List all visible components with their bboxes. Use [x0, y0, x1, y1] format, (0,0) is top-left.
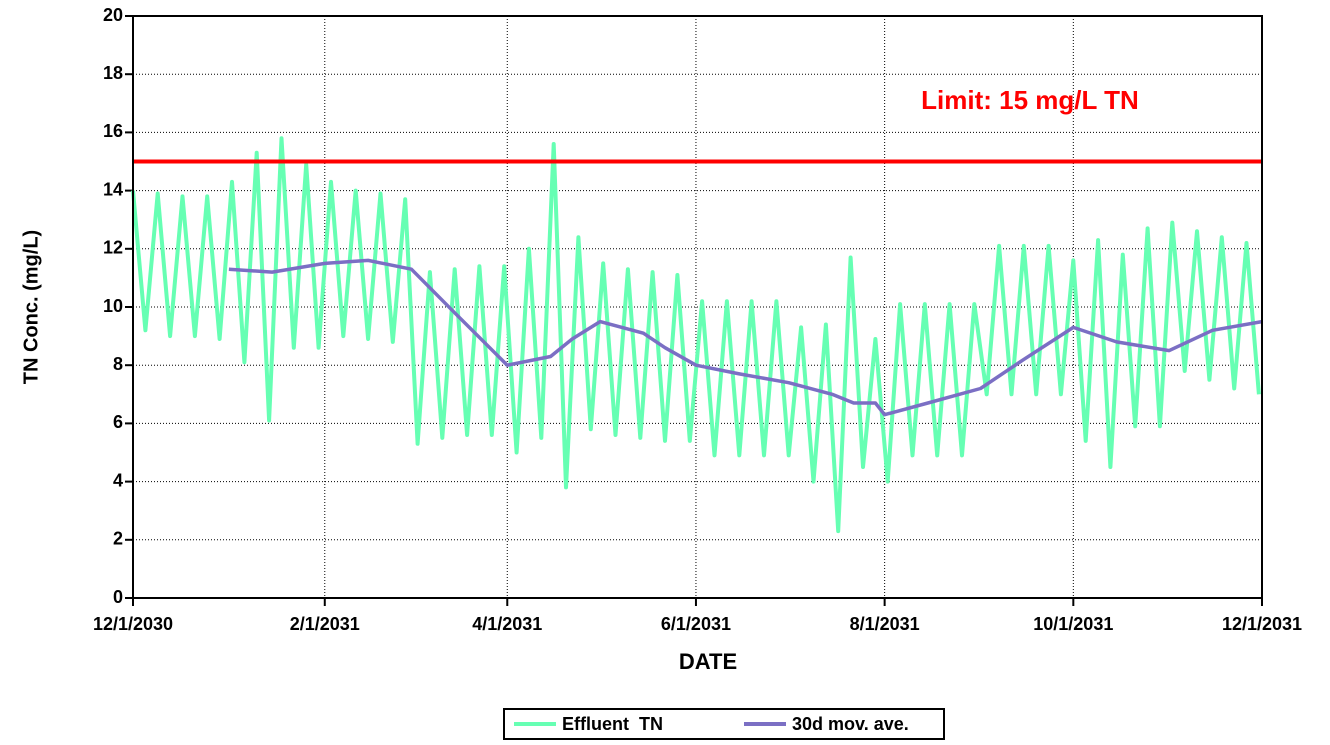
y-tick-label: 14 [103, 179, 123, 199]
legend-label: Effluent TN [562, 714, 663, 734]
y-tick-label: 18 [103, 63, 123, 83]
x-tick-label: 4/1/2031 [472, 614, 542, 634]
y-tick-label: 2 [113, 529, 123, 549]
y-tick-label: 8 [113, 354, 123, 374]
y-tick-label: 4 [113, 470, 123, 490]
x-tick-label: 8/1/2031 [850, 614, 920, 634]
legend-box [503, 708, 945, 740]
x-tick-label: 10/1/2031 [1033, 614, 1113, 634]
y-tick-label: 20 [103, 5, 123, 25]
y-tick-label: 12 [103, 238, 123, 258]
series-line [131, 136, 1261, 534]
x-tick-label: 6/1/2031 [661, 614, 731, 634]
y-tick-label: 6 [113, 412, 123, 432]
y-tick-label: 0 [113, 587, 123, 607]
legend-label: 30d mov. ave. [792, 714, 909, 734]
limit-label: Limit: 15 mg/L TN [921, 85, 1139, 115]
plot-frame [132, 15, 1263, 599]
series-line [228, 258, 1263, 417]
x-tick-label: 12/1/2030 [93, 614, 173, 634]
x-axis-label: DATE [679, 649, 737, 674]
x-tick-label: 12/1/2031 [1222, 614, 1302, 634]
x-tick-label: 2/1/2031 [290, 614, 360, 634]
y-tick-label: 16 [103, 121, 123, 141]
y-tick-label: 10 [103, 296, 123, 316]
y-axis-label: TN Conc. (mg/L) [20, 230, 42, 384]
